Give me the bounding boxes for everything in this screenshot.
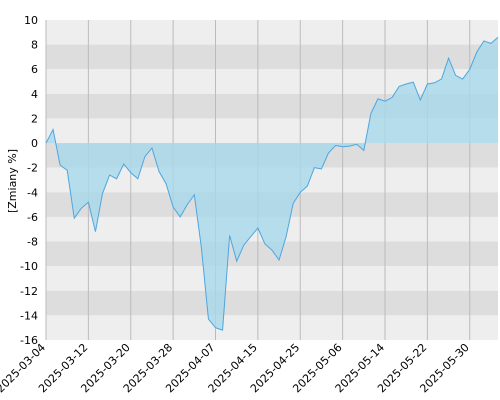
grid-band (46, 44, 498, 70)
grid-band (46, 290, 498, 316)
y-tick-label: -8 (27, 236, 38, 249)
area-layer (45, 36, 499, 331)
y-tick-label: -4 (27, 186, 38, 199)
y-tick-label: -10 (20, 260, 38, 273)
grid-band (46, 20, 498, 45)
series-area (46, 37, 498, 331)
series-line (45, 36, 499, 331)
y-tick-label: 10 (24, 14, 38, 27)
x-tick-labels: 2025-03-042025-03-122025-03-202025-03-28… (0, 341, 472, 395)
y-tick-label: 6 (31, 63, 38, 76)
y-axis-title: [Zmiany %] (6, 149, 19, 213)
vertical-gridlines (45, 20, 471, 340)
y-tick-label: 0 (31, 137, 38, 150)
grid-band (46, 315, 498, 340)
grid-band (46, 266, 498, 291)
y-tick-label: 8 (31, 39, 38, 52)
y-tick-label: 2 (31, 112, 38, 125)
y-tick-label: -6 (27, 211, 38, 224)
y-tick-label: -16 (20, 334, 38, 347)
y-tick-label: -12 (20, 285, 38, 298)
grid-band (46, 69, 498, 94)
y-tick-label: -2 (27, 162, 38, 175)
y-tick-label: 4 (31, 88, 38, 101)
y-tick-labels: 10 8 6 4 2 0 -2 -4 -6 -8 -10 -12 -14 -16 (20, 14, 38, 347)
y-tick-label: -14 (20, 309, 38, 322)
